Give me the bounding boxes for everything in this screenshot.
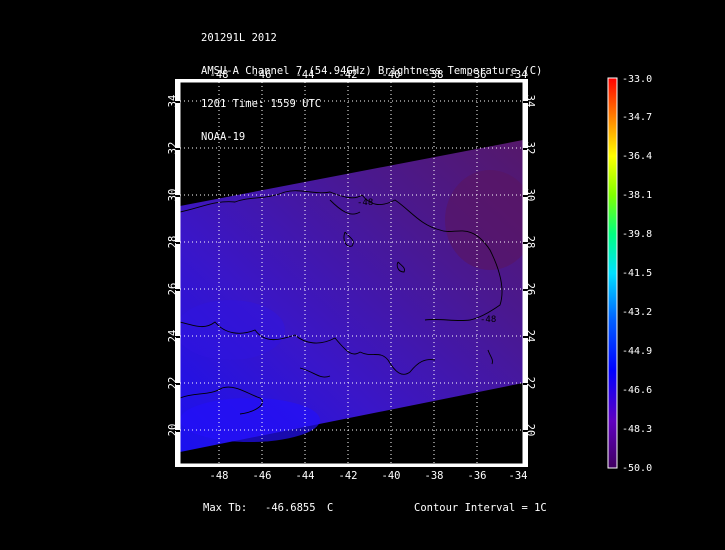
lat-tick-right: 28 [524, 236, 536, 249]
warm-patch [180, 398, 320, 442]
lat-tick-left: 22 [167, 377, 179, 390]
lat-tick-right: 22 [524, 377, 536, 390]
colorbar-label: -43.2 [622, 307, 652, 318]
lon-tick-top: -42 [339, 69, 358, 81]
map-border-bottom [175, 464, 528, 467]
lat-tick-left: 24 [167, 330, 179, 343]
colorbar-label: -38.1 [622, 190, 652, 201]
colorbar-label: -33.0 [622, 74, 652, 85]
lon-tick-bottom: -44 [296, 470, 315, 482]
max-tb-unit: C [327, 502, 334, 514]
colorbar-label: -39.8 [622, 229, 652, 240]
lon-tick-bottom: -38 [425, 470, 444, 482]
storm-id-label: 201291L 2012 [201, 32, 277, 44]
map-border-right [523, 82, 528, 464]
warm-patch [180, 300, 285, 360]
contour-label: -48 [357, 198, 373, 208]
colorbar-label: -46.6 [622, 385, 652, 396]
colorbar-label: -48.3 [622, 424, 652, 435]
colorbar-label: -34.7 [622, 112, 652, 123]
contour-label: -48 [480, 315, 496, 325]
lat-tick-left: 30 [167, 189, 179, 202]
lon-tick-bottom: -34 [509, 470, 528, 482]
colorbar-label: -36.4 [622, 151, 652, 162]
map-header: 201291L 2012 AMSU-A Channel 7 (54.94GHz)… [201, 11, 542, 154]
lon-tick-bottom: -48 [210, 470, 229, 482]
lon-tick-top: -34 [509, 69, 528, 81]
lat-tick-right: 26 [524, 283, 536, 296]
lat-tick-left: 34 [167, 95, 179, 108]
lon-tick-bottom: -42 [339, 470, 358, 482]
lon-tick-top: -44 [296, 69, 315, 81]
map-border-top [175, 79, 528, 82]
lon-tick-top: -40 [382, 69, 401, 81]
lat-tick-right: 32 [524, 142, 536, 155]
lon-tick-top: -38 [425, 69, 444, 81]
border-tick-marks [175, 101, 528, 432]
cold-patch [445, 170, 523, 270]
time-label: 1201 Time: 1559 UTC [201, 98, 322, 110]
contour-interval-label: Contour Interval = 1C [414, 502, 547, 514]
lat-tick-right: 20 [524, 424, 536, 437]
colorbar [607, 77, 618, 469]
swath-region [180, 140, 523, 452]
max-tb-label: Max Tb: [203, 502, 248, 514]
product-title: AMSU-A Channel 7 (54.94GHz) Brightness T… [201, 65, 543, 77]
colorbar-label: -44.9 [622, 346, 652, 357]
satellite-label: NOAA-19 [201, 131, 246, 143]
max-tb-value: -46.6855 [265, 502, 316, 514]
lon-tick-top: -48 [210, 69, 229, 81]
colorbar-label: -50.0 [622, 463, 652, 474]
lat-tick-left: 32 [167, 142, 179, 155]
lat-tick-right: 34 [524, 95, 536, 108]
lon-tick-bottom: -40 [382, 470, 401, 482]
lat-tick-right: 30 [524, 189, 536, 202]
lat-tick-left: 28 [167, 236, 179, 249]
map-border-left [175, 82, 180, 464]
lon-tick-bottom: -46 [253, 470, 272, 482]
lon-tick-top: -46 [253, 69, 272, 81]
lat-tick-right: 24 [524, 330, 536, 343]
colorbar-label: -41.5 [622, 268, 652, 279]
lon-tick-top: -36 [468, 69, 487, 81]
lon-tick-bottom: -36 [468, 470, 487, 482]
lat-tick-left: 26 [167, 283, 179, 296]
lat-tick-left: 20 [167, 424, 179, 437]
